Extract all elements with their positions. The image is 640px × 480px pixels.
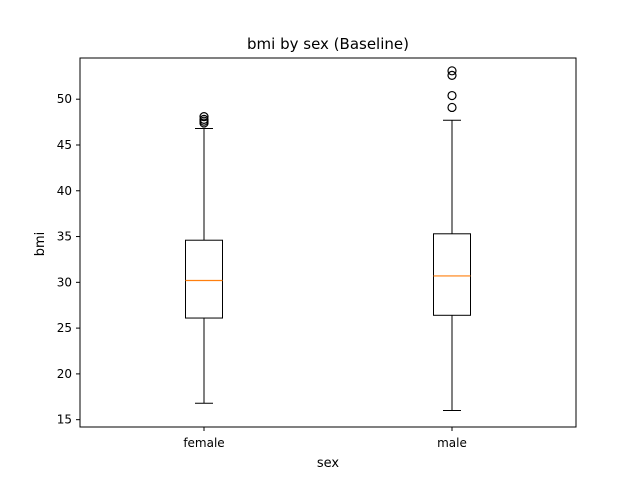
outlier-male-2 bbox=[447, 70, 457, 80]
x-axis-label: sex bbox=[317, 456, 340, 471]
iqr-box-female bbox=[185, 239, 223, 319]
y-tick-label-20: 20 bbox=[57, 367, 72, 381]
y-tick-label-45: 45 bbox=[57, 138, 72, 152]
y-tick-label-15: 15 bbox=[57, 413, 72, 427]
y-tick-label-50: 50 bbox=[57, 92, 72, 106]
x-tick-label-female: female bbox=[183, 436, 224, 450]
y-tick-label-35: 35 bbox=[57, 230, 72, 244]
outlier-male-0 bbox=[447, 102, 457, 113]
y-axis-label: bmi bbox=[33, 232, 48, 257]
chart-title: bmi by sex (Baseline) bbox=[247, 35, 409, 53]
box-male bbox=[433, 66, 471, 412]
y-tick-label-40: 40 bbox=[57, 184, 72, 198]
outlier-male-3 bbox=[447, 66, 457, 76]
iqr-box-male bbox=[433, 233, 471, 316]
x-tick-label-male: male bbox=[437, 436, 467, 450]
boxes bbox=[185, 66, 471, 412]
outlier-female-2 bbox=[199, 114, 209, 124]
outlier-male-1 bbox=[447, 90, 457, 101]
x-axis: female male bbox=[183, 427, 467, 450]
y-tick-label-30: 30 bbox=[57, 275, 72, 289]
y-tick-label-25: 25 bbox=[57, 321, 72, 335]
y-axis: 15 20 25 30 35 40 45 50 bbox=[57, 92, 80, 427]
plot-frame bbox=[79, 57, 577, 428]
outlier-female-3 bbox=[199, 112, 209, 122]
plot-area bbox=[79, 57, 577, 428]
box-female bbox=[185, 112, 223, 404]
